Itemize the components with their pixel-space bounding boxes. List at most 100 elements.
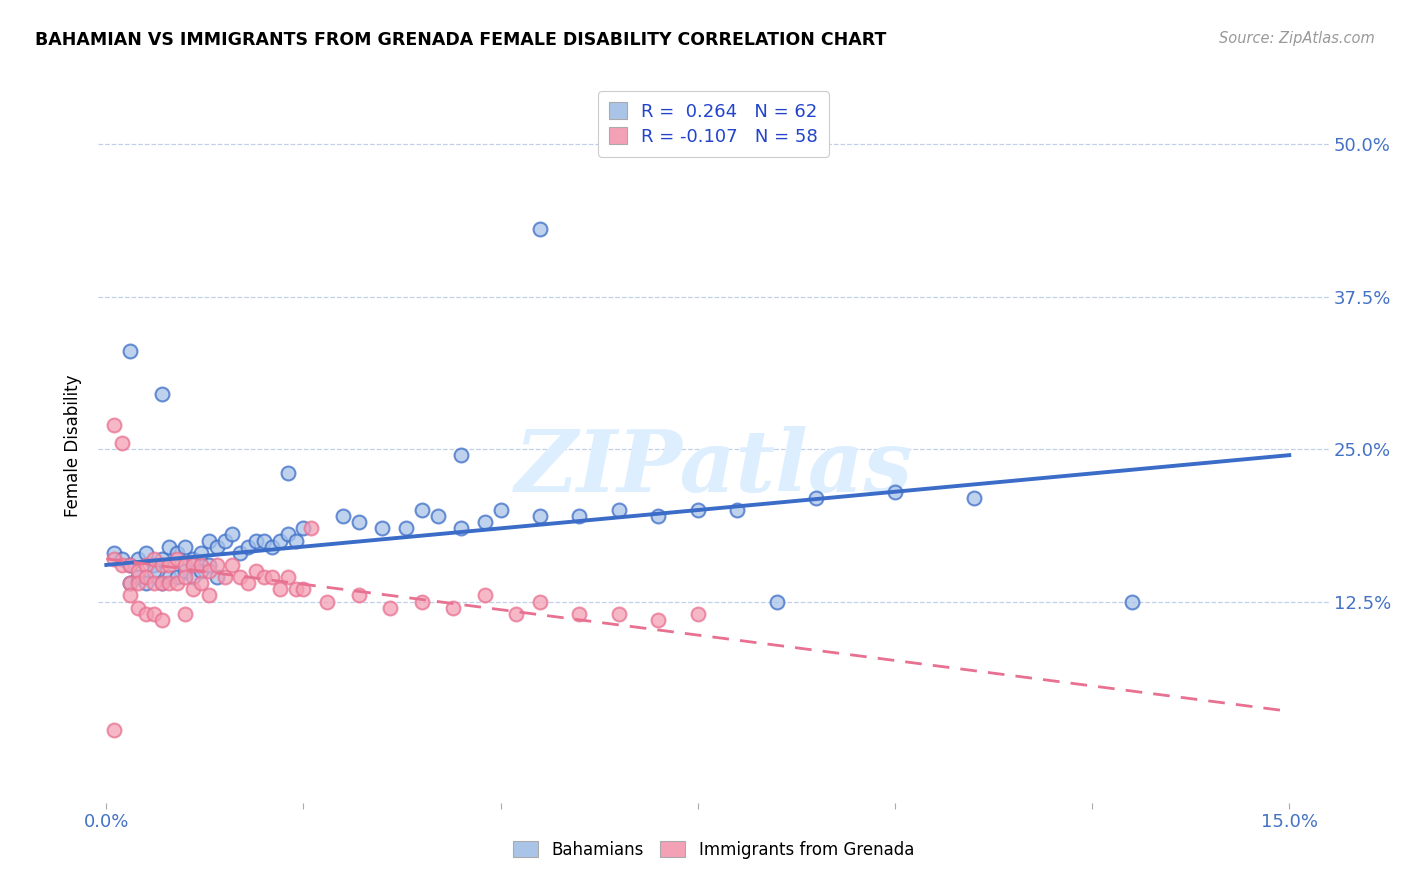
Point bbox=[884, 484, 907, 499]
Point bbox=[166, 570, 188, 584]
Point bbox=[150, 576, 173, 591]
Point bbox=[725, 503, 748, 517]
Point bbox=[142, 576, 165, 591]
Point bbox=[380, 600, 402, 615]
Point bbox=[142, 551, 165, 566]
Point bbox=[142, 564, 165, 578]
Text: ZIPatlas: ZIPatlas bbox=[515, 425, 912, 509]
Point bbox=[150, 387, 173, 401]
Point bbox=[118, 558, 141, 572]
Point bbox=[332, 509, 354, 524]
Point bbox=[181, 551, 204, 566]
Point bbox=[205, 558, 228, 572]
Point bbox=[347, 515, 370, 529]
Point bbox=[229, 546, 252, 560]
Point bbox=[190, 564, 212, 578]
Point bbox=[190, 576, 212, 591]
Point bbox=[174, 570, 197, 584]
Point bbox=[174, 564, 197, 578]
Point bbox=[150, 551, 173, 566]
Point bbox=[804, 491, 827, 505]
Point bbox=[181, 558, 204, 572]
Point bbox=[150, 576, 173, 591]
Point bbox=[157, 540, 180, 554]
Point bbox=[103, 546, 125, 560]
Point bbox=[198, 564, 221, 578]
Point bbox=[347, 589, 370, 603]
Point bbox=[277, 527, 299, 541]
Point bbox=[253, 533, 276, 548]
Point bbox=[292, 521, 315, 535]
Point bbox=[118, 344, 141, 359]
Point bbox=[765, 594, 787, 608]
Point bbox=[229, 570, 252, 584]
Point bbox=[1121, 594, 1143, 608]
Point bbox=[411, 594, 433, 608]
Point bbox=[221, 527, 243, 541]
Point bbox=[111, 436, 134, 450]
Point bbox=[118, 589, 141, 603]
Point bbox=[238, 540, 260, 554]
Point bbox=[441, 600, 464, 615]
Point bbox=[686, 503, 709, 517]
Point bbox=[118, 576, 141, 591]
Point bbox=[284, 533, 307, 548]
Point bbox=[150, 613, 173, 627]
Point bbox=[190, 558, 212, 572]
Point bbox=[529, 594, 551, 608]
Point bbox=[253, 570, 276, 584]
Y-axis label: Female Disability: Female Disability bbox=[65, 375, 83, 517]
Point bbox=[411, 503, 433, 517]
Point bbox=[198, 533, 221, 548]
Point bbox=[157, 570, 180, 584]
Point bbox=[474, 515, 496, 529]
Point bbox=[214, 533, 236, 548]
Point bbox=[277, 467, 299, 481]
Point bbox=[166, 546, 188, 560]
Point bbox=[505, 607, 527, 621]
Point bbox=[292, 582, 315, 597]
Point bbox=[214, 570, 236, 584]
Point bbox=[127, 576, 149, 591]
Point bbox=[489, 503, 512, 517]
Point bbox=[142, 558, 165, 572]
Point bbox=[142, 607, 165, 621]
Point bbox=[103, 723, 125, 737]
Point bbox=[174, 540, 197, 554]
Point bbox=[647, 509, 669, 524]
Point bbox=[135, 607, 157, 621]
Point bbox=[190, 546, 212, 560]
Point bbox=[299, 521, 322, 535]
Point bbox=[316, 594, 339, 608]
Point bbox=[568, 509, 591, 524]
Point bbox=[245, 533, 267, 548]
Point bbox=[181, 582, 204, 597]
Point bbox=[284, 582, 307, 597]
Point bbox=[607, 503, 630, 517]
Point bbox=[181, 570, 204, 584]
Point bbox=[103, 551, 125, 566]
Point bbox=[529, 222, 551, 236]
Point bbox=[135, 570, 157, 584]
Point bbox=[127, 564, 149, 578]
Point bbox=[529, 509, 551, 524]
Point bbox=[174, 558, 197, 572]
Point bbox=[166, 576, 188, 591]
Point bbox=[260, 540, 283, 554]
Point bbox=[111, 558, 134, 572]
Point bbox=[686, 607, 709, 621]
Text: Source: ZipAtlas.com: Source: ZipAtlas.com bbox=[1219, 31, 1375, 46]
Point bbox=[127, 600, 149, 615]
Point bbox=[205, 570, 228, 584]
Point bbox=[103, 417, 125, 432]
Point bbox=[245, 564, 267, 578]
Point bbox=[269, 582, 291, 597]
Point bbox=[198, 558, 221, 572]
Point bbox=[221, 558, 243, 572]
Point bbox=[135, 558, 157, 572]
Point bbox=[198, 589, 221, 603]
Point bbox=[135, 546, 157, 560]
Point bbox=[450, 448, 472, 462]
Point bbox=[568, 607, 591, 621]
Point bbox=[260, 570, 283, 584]
